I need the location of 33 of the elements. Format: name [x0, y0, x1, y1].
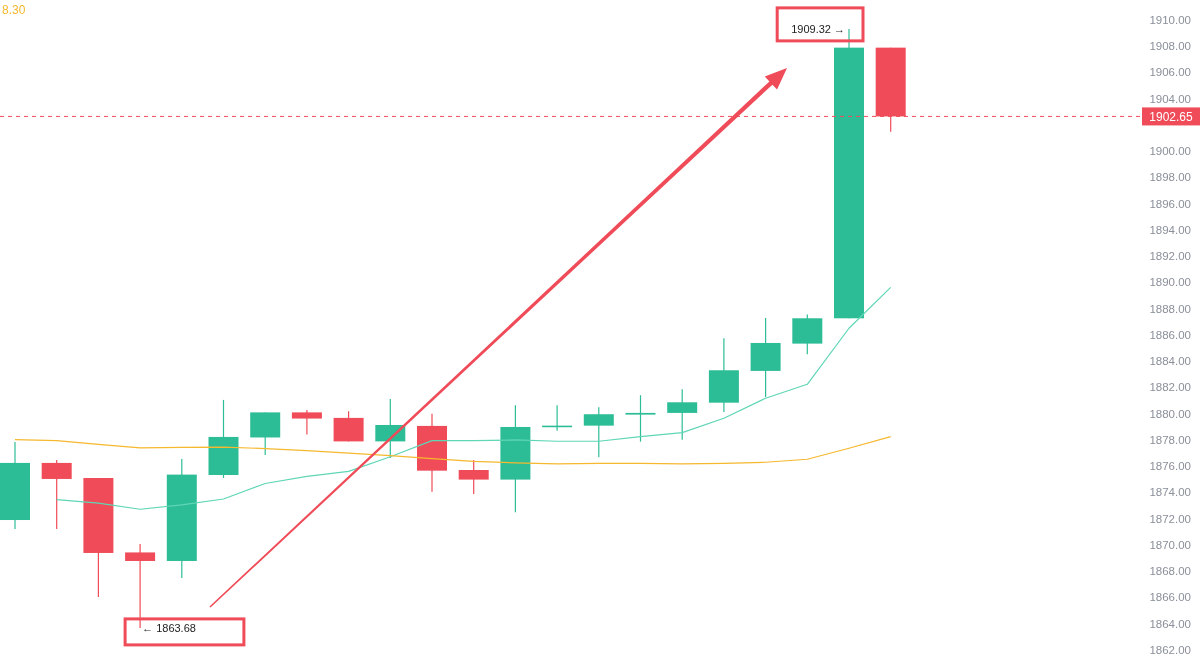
y-tick-label: 1886.00 — [1149, 328, 1191, 341]
candlestick — [125, 543, 156, 629]
candlestick — [625, 394, 656, 443]
y-tick-label: 1870.00 — [1149, 538, 1191, 551]
y-tick-label: 1906.00 — [1149, 66, 1191, 79]
y-tick-label: 1874.00 — [1149, 486, 1191, 499]
line-series — [14, 436, 892, 465]
y-tick-label: 1910.00 — [1149, 13, 1191, 26]
y-tick-label: 1898.00 — [1149, 171, 1191, 184]
y-tick-label: 1884.00 — [1149, 355, 1191, 368]
y-tick-label: 1894.00 — [1149, 223, 1191, 236]
y-tick-label: 1866.00 — [1149, 591, 1191, 604]
annotation: 8.30 — [2, 3, 26, 17]
y-tick-label: 1890.00 — [1149, 276, 1191, 289]
ref-line-label: 1902.65 — [1149, 109, 1194, 124]
y-tick-label: 1864.00 — [1149, 617, 1191, 630]
y-tick-label: 1892.00 — [1149, 250, 1191, 263]
line-series — [56, 286, 892, 510]
y-tick-label: 1876.00 — [1149, 460, 1191, 473]
candlestick — [291, 409, 322, 436]
annotation: ← 1863.68 — [142, 621, 196, 634]
y-tick-label: 1862.00 — [1149, 643, 1191, 656]
y-tick-label: 1882.00 — [1149, 381, 1191, 394]
y-tick-label: 1878.00 — [1149, 433, 1191, 446]
y-tick-label: 1908.00 — [1149, 40, 1191, 53]
y-tick-label: 1880.00 — [1149, 407, 1191, 420]
y-tick-label: 1896.00 — [1149, 197, 1191, 210]
y-tick-label: 1888.00 — [1149, 302, 1191, 315]
y-tick-label: 1904.00 — [1149, 92, 1191, 105]
y-tick-label: 1872.00 — [1149, 512, 1191, 525]
y-tick-label: 1868.00 — [1149, 565, 1191, 578]
y-tick-label: 1900.00 — [1149, 145, 1191, 158]
annotation: 1909.32 → — [791, 22, 846, 35]
